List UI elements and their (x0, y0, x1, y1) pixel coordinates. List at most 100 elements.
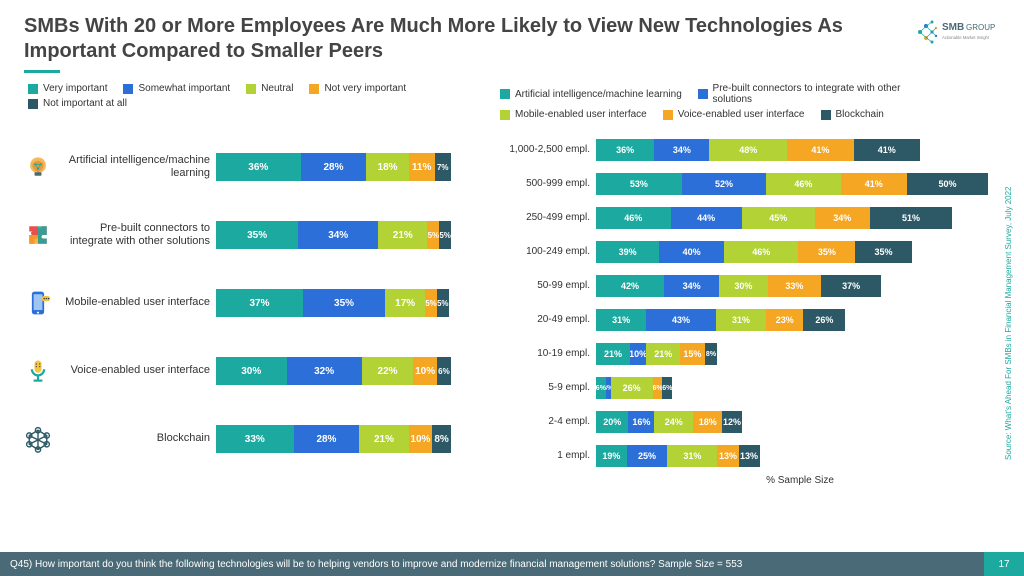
bar-segment: 44% (671, 207, 742, 229)
axis-label: % Sample Size (492, 475, 1004, 486)
bar-segment: 37% (216, 289, 303, 317)
bar-segment: 10% (413, 357, 437, 385)
source-text: Source: What's Ahead For SMBs in Financi… (1004, 100, 1018, 546)
bar-segment: 15% (680, 343, 704, 365)
svg-text:Actionable Market Insight: Actionable Market Insight (942, 35, 990, 40)
stacked-bar: 36%34%48%41%41% (596, 139, 920, 161)
legend-label: Not very important (324, 83, 406, 94)
bar-segment: 46% (766, 173, 841, 195)
bar-segment: 34% (654, 139, 709, 161)
bar-segment: 28% (301, 153, 367, 181)
category-label: Blockchain (56, 432, 216, 445)
bar-segment: 21% (359, 425, 408, 453)
header: SMBs With 20 or More Employees Are Much … (0, 0, 1024, 79)
bar-area: 39%40%46%35%35% (596, 236, 1004, 268)
bar-area: 46%44%45%34%51% (596, 202, 1004, 234)
stacked-bar: 53%52%46%41%50% (596, 173, 988, 195)
chart-row: 100-249 empl.39%40%46%35%35% (492, 235, 1004, 269)
bar-segment: 19% (596, 445, 627, 467)
bar-segment: 41% (854, 139, 920, 161)
stacked-bar: 42%34%30%33%37% (596, 275, 881, 297)
chart-row: Blockchain33%28%21%10%8% (20, 405, 480, 473)
right-legend: Artificial intelligence/machine learning… (492, 83, 1004, 123)
bar-segment: 26% (611, 377, 653, 399)
legend-swatch (500, 89, 510, 99)
bar-segment: 41% (841, 173, 907, 195)
bar-area: 33%28%21%10%8% (216, 423, 480, 455)
bar-segment: 51% (870, 207, 953, 229)
bar-segment: 21% (378, 221, 427, 249)
bar-segment: 35% (216, 221, 298, 249)
bar-segment: 17% (385, 289, 425, 317)
stacked-bar: 46%44%45%34%51% (596, 207, 952, 229)
bar-segment: 20% (596, 411, 628, 433)
bar-segment: 33% (768, 275, 821, 297)
bar-segment: 31% (596, 309, 646, 331)
bar-area: 20%16%24%18%12% (596, 406, 1004, 438)
stacked-bar: 31%43%31%23%26% (596, 309, 845, 331)
stacked-bar: 37%35%17%5%5% (216, 289, 449, 317)
legend-item: Blockchain (821, 109, 884, 120)
bar-segment: 34% (664, 275, 719, 297)
stacked-bar: 21%10%21%15%8% (596, 343, 717, 365)
chart-row: Voice-enabled user interface30%32%22%10%… (20, 337, 480, 405)
category-label: Voice-enabled user interface (56, 364, 216, 377)
stacked-bar: 39%40%46%35%35% (596, 241, 912, 263)
bar-area: 36%28%18%11%7% (216, 151, 480, 183)
stacked-bar: 30%32%22%10%6% (216, 357, 451, 385)
bar-segment: 13% (717, 445, 738, 467)
bar-segment: 34% (298, 221, 378, 249)
category-label: Artificial intelligence/machine learning (56, 154, 216, 180)
bar-segment: 43% (646, 309, 716, 331)
title-underline (24, 70, 60, 73)
category-label: 5-9 empl. (492, 382, 596, 394)
legend-swatch (698, 89, 708, 99)
bar-segment: 33% (216, 425, 294, 453)
stacked-bar: 20%16%24%18%12% (596, 411, 742, 433)
bar-segment: 5% (425, 289, 437, 317)
svg-text:GROUP: GROUP (966, 23, 995, 32)
bar-segment: 39% (596, 241, 659, 263)
legend-label: Somewhat important (138, 83, 230, 94)
bar-segment: 31% (667, 445, 717, 467)
left-legend: Very importantSomewhat importantNeutralN… (20, 83, 480, 123)
left-rows: Artificial intelligence/machine learning… (20, 133, 480, 473)
bar-segment: 23% (766, 309, 803, 331)
chart-row: 5-9 empl.6%3%26%6%6% (492, 371, 1004, 405)
bar-segment: 53% (596, 173, 682, 195)
bar-segment: 40% (659, 241, 724, 263)
category-label: Mobile-enabled user interface (56, 296, 216, 309)
mic-icon (20, 357, 56, 385)
legend-item: Very important (28, 83, 107, 94)
legend-item: Not important at all (28, 98, 127, 109)
stacked-bar: 36%28%18%11%7% (216, 153, 451, 181)
legend-swatch (663, 110, 673, 120)
bar-segment: 36% (596, 139, 654, 161)
bar-segment: 5% (439, 221, 451, 249)
bar-segment: 35% (798, 241, 855, 263)
legend-label: Mobile-enabled user interface (515, 109, 647, 120)
bar-segment: 5% (427, 221, 439, 249)
chart-row: Pre-built connectors to integrate with o… (20, 201, 480, 269)
legend-swatch (246, 84, 256, 94)
bar-segment: 8% (432, 425, 451, 453)
left-chart: Very importantSomewhat importantNeutralN… (20, 83, 480, 486)
right-rows: 1,000-2,500 empl.36%34%48%41%41%500-999 … (492, 133, 1004, 473)
footer-text: Q45) How important do you think the foll… (10, 559, 742, 570)
stacked-bar: 33%28%21%10%8% (216, 425, 451, 453)
bar-segment: 10% (630, 343, 646, 365)
bar-segment: 6% (437, 357, 451, 385)
bar-area: 21%10%21%15%8% (596, 338, 1004, 370)
charts-area: Very importantSomewhat importantNeutralN… (0, 79, 1024, 486)
legend-swatch (28, 84, 38, 94)
chart-row: 20-49 empl.31%43%31%23%26% (492, 303, 1004, 337)
bar-segment: 22% (362, 357, 414, 385)
bar-segment: 35% (303, 289, 385, 317)
bar-segment: 21% (646, 343, 680, 365)
category-label: Pre-built connectors to integrate with o… (56, 222, 216, 248)
ai-icon (20, 153, 56, 181)
stacked-bar: 35%34%21%5%5% (216, 221, 451, 249)
bar-segment: 16% (628, 411, 654, 433)
bar-segment: 21% (596, 343, 630, 365)
bar-segment: 50% (907, 173, 988, 195)
